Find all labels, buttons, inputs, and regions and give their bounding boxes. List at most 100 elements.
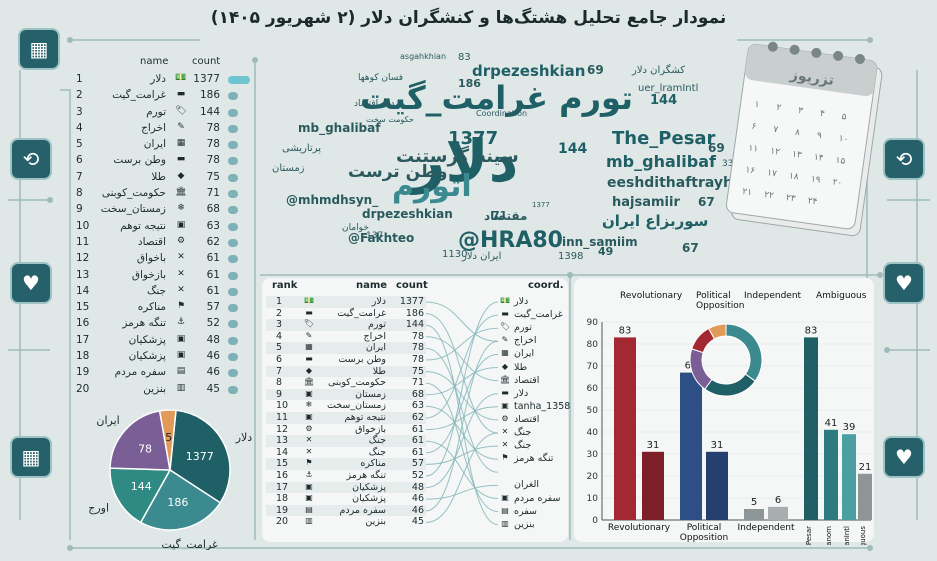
row-name: زمستان_سخت (100, 203, 166, 216)
row-icon: ◆ (177, 170, 185, 181)
mid-row-icon: 🏛 (303, 377, 315, 387)
mid-row-rank: 1 (276, 296, 283, 307)
row-icon: ▦ (176, 138, 186, 149)
group-axis-label: Independent (737, 523, 795, 533)
mid-table-row: 14 ✕ جنگ 61 (266, 447, 426, 459)
mid-row-count: 78 (411, 342, 424, 354)
mid-row-rank: 6 (276, 354, 283, 365)
coord-row-name: جنگ (514, 427, 532, 438)
cloud-word: mb_ghalibaf (298, 121, 381, 135)
mid-row-icon: ▤ (305, 504, 313, 514)
page-title: نمودار جامع تحلیل هشتگ‌ها و کنشگران دلار… (210, 8, 727, 28)
mid-table-row: 6 ▬ وطن برست 78 (266, 354, 426, 366)
coord-row: ▥ بنزین (498, 519, 568, 531)
svg-text:۱۸: ۱۸ (788, 171, 799, 182)
bar (614, 337, 636, 520)
mid-table-row: 12 ⚙ بازخواق 61 (266, 424, 426, 436)
coord-row-icon: 💵 (500, 296, 510, 305)
bar (824, 429, 838, 520)
mid-row-count: 46 (411, 504, 424, 516)
y-tick-label: 30 (587, 450, 599, 460)
coord-row: ▬ غرامت_گیت (498, 309, 568, 321)
mid-row-name: ایران (365, 342, 386, 354)
mid-table-row: 5 ▦ ایران 78 (266, 342, 426, 354)
mid-row-rank: 8 (276, 377, 283, 389)
coord-row-name: سفره (514, 505, 537, 517)
svg-text:۱۱: ۱۱ (748, 143, 759, 154)
svg-text:۴: ۴ (819, 109, 825, 120)
mid-row-count: 186 (405, 307, 424, 319)
row-name: نتیجه توهم (120, 219, 166, 232)
connector-line (426, 440, 498, 499)
mid-table-row: 8 🏛 حکومت_کوبنی 71 (266, 377, 426, 389)
row-rank: 8 (76, 187, 83, 200)
bar (680, 372, 702, 520)
row-bar (228, 76, 250, 84)
coord-row-name: طلا (514, 361, 528, 373)
mid-table-row: 1 💵 دلار 1377 (266, 296, 426, 308)
cloud-word: دلار اقتصاد (354, 99, 395, 109)
row-count: 61 (206, 252, 220, 265)
row-bar (228, 108, 238, 117)
mid-row-icon: ✕ (305, 435, 313, 445)
mid-row-name: پزشکیان (352, 493, 386, 505)
cloud-word: ایران دلار (462, 251, 502, 262)
mid-header-rank: rank (272, 280, 298, 291)
pie-slice-label: غرامت_گیت (161, 538, 218, 550)
cloud-word: 1377 (448, 128, 499, 149)
svg-text:۱۵: ۱۵ (835, 156, 846, 167)
y-tick-label: 70 (587, 362, 599, 372)
y-tick-label: 90 (587, 318, 599, 328)
mid-table-row: 7 ◆ طلا 75 (266, 365, 426, 378)
row-icon: 🏷 (175, 105, 187, 116)
mid-row-icon: ▬ (305, 354, 313, 363)
svg-text:۲۲: ۲۲ (763, 190, 774, 201)
connector-line (426, 367, 498, 396)
svg-text:۱۰: ۱۰ (838, 134, 849, 145)
row-count: 75 (206, 170, 220, 183)
row-bar (228, 222, 238, 231)
row-name: سفره مردم (114, 366, 166, 379)
svg-text:۱۲: ۱۲ (770, 146, 781, 157)
mid-table-row: 16 ⚓ تنگه هرمز 52 (266, 470, 426, 482)
cloud-word: فسان کوهها (358, 73, 404, 83)
coord-row-icon: ▥ (501, 518, 509, 528)
mid-row-count: 144 (405, 319, 424, 331)
bar-value-label: 41 (825, 418, 838, 429)
row-count: 144 (199, 105, 220, 118)
table-row: 14 جنگ ✕ 61 (72, 284, 252, 300)
mid-row-icon: 💵 (304, 296, 314, 305)
mid-row-rank: 20 (276, 516, 289, 528)
bar-chart: 0 10 20 30 40 50 60 70 80 90 83 31 Revolutionary Revo… (587, 291, 872, 545)
connector-line (426, 445, 498, 465)
coord-row-name: اقتصاد (514, 413, 540, 425)
mid-row-count: 78 (411, 354, 424, 365)
mid-row-count: 46 (411, 493, 424, 505)
header-name: name (140, 56, 169, 67)
row-rank: 16 (76, 317, 90, 330)
cloud-word: کشگران دلار (632, 65, 686, 76)
mid-row-name: جنگ (368, 446, 386, 458)
mid-table-row: 20 ▥ بنزین 45 (266, 516, 426, 528)
table-row: 9 زمستان_سخت ❄ 68 (72, 202, 252, 218)
cloud-word: @Fakhteo (348, 231, 415, 245)
row-bar (228, 190, 238, 199)
row-rank: 10 (76, 219, 90, 232)
table-row: 2 غرامت_گیت ▬ 186 (72, 88, 252, 104)
coord-row: 🏷 تورم (498, 322, 568, 334)
mid-row-rank: 5 (276, 342, 283, 354)
bar-value-label: 21 (859, 462, 872, 473)
bar-value-label: 83 (805, 325, 818, 336)
coord-row-icon: ◆ (501, 361, 509, 371)
row-count: 46 (206, 366, 220, 379)
coord-row: 💵 دلار (498, 296, 568, 308)
row-icon: ▣ (176, 219, 186, 230)
y-tick-label: 80 (587, 340, 599, 350)
coord-row-icon: 🏷 (499, 322, 511, 332)
mid-row-icon: ▬ (305, 307, 313, 317)
svg-text:۷: ۷ (773, 125, 779, 136)
row-name: پزشکیان (128, 350, 166, 363)
cloud-word: 69 (587, 63, 604, 77)
svg-text:۱: ۱ (754, 100, 760, 111)
mid-row-name: جنگ (368, 435, 386, 447)
